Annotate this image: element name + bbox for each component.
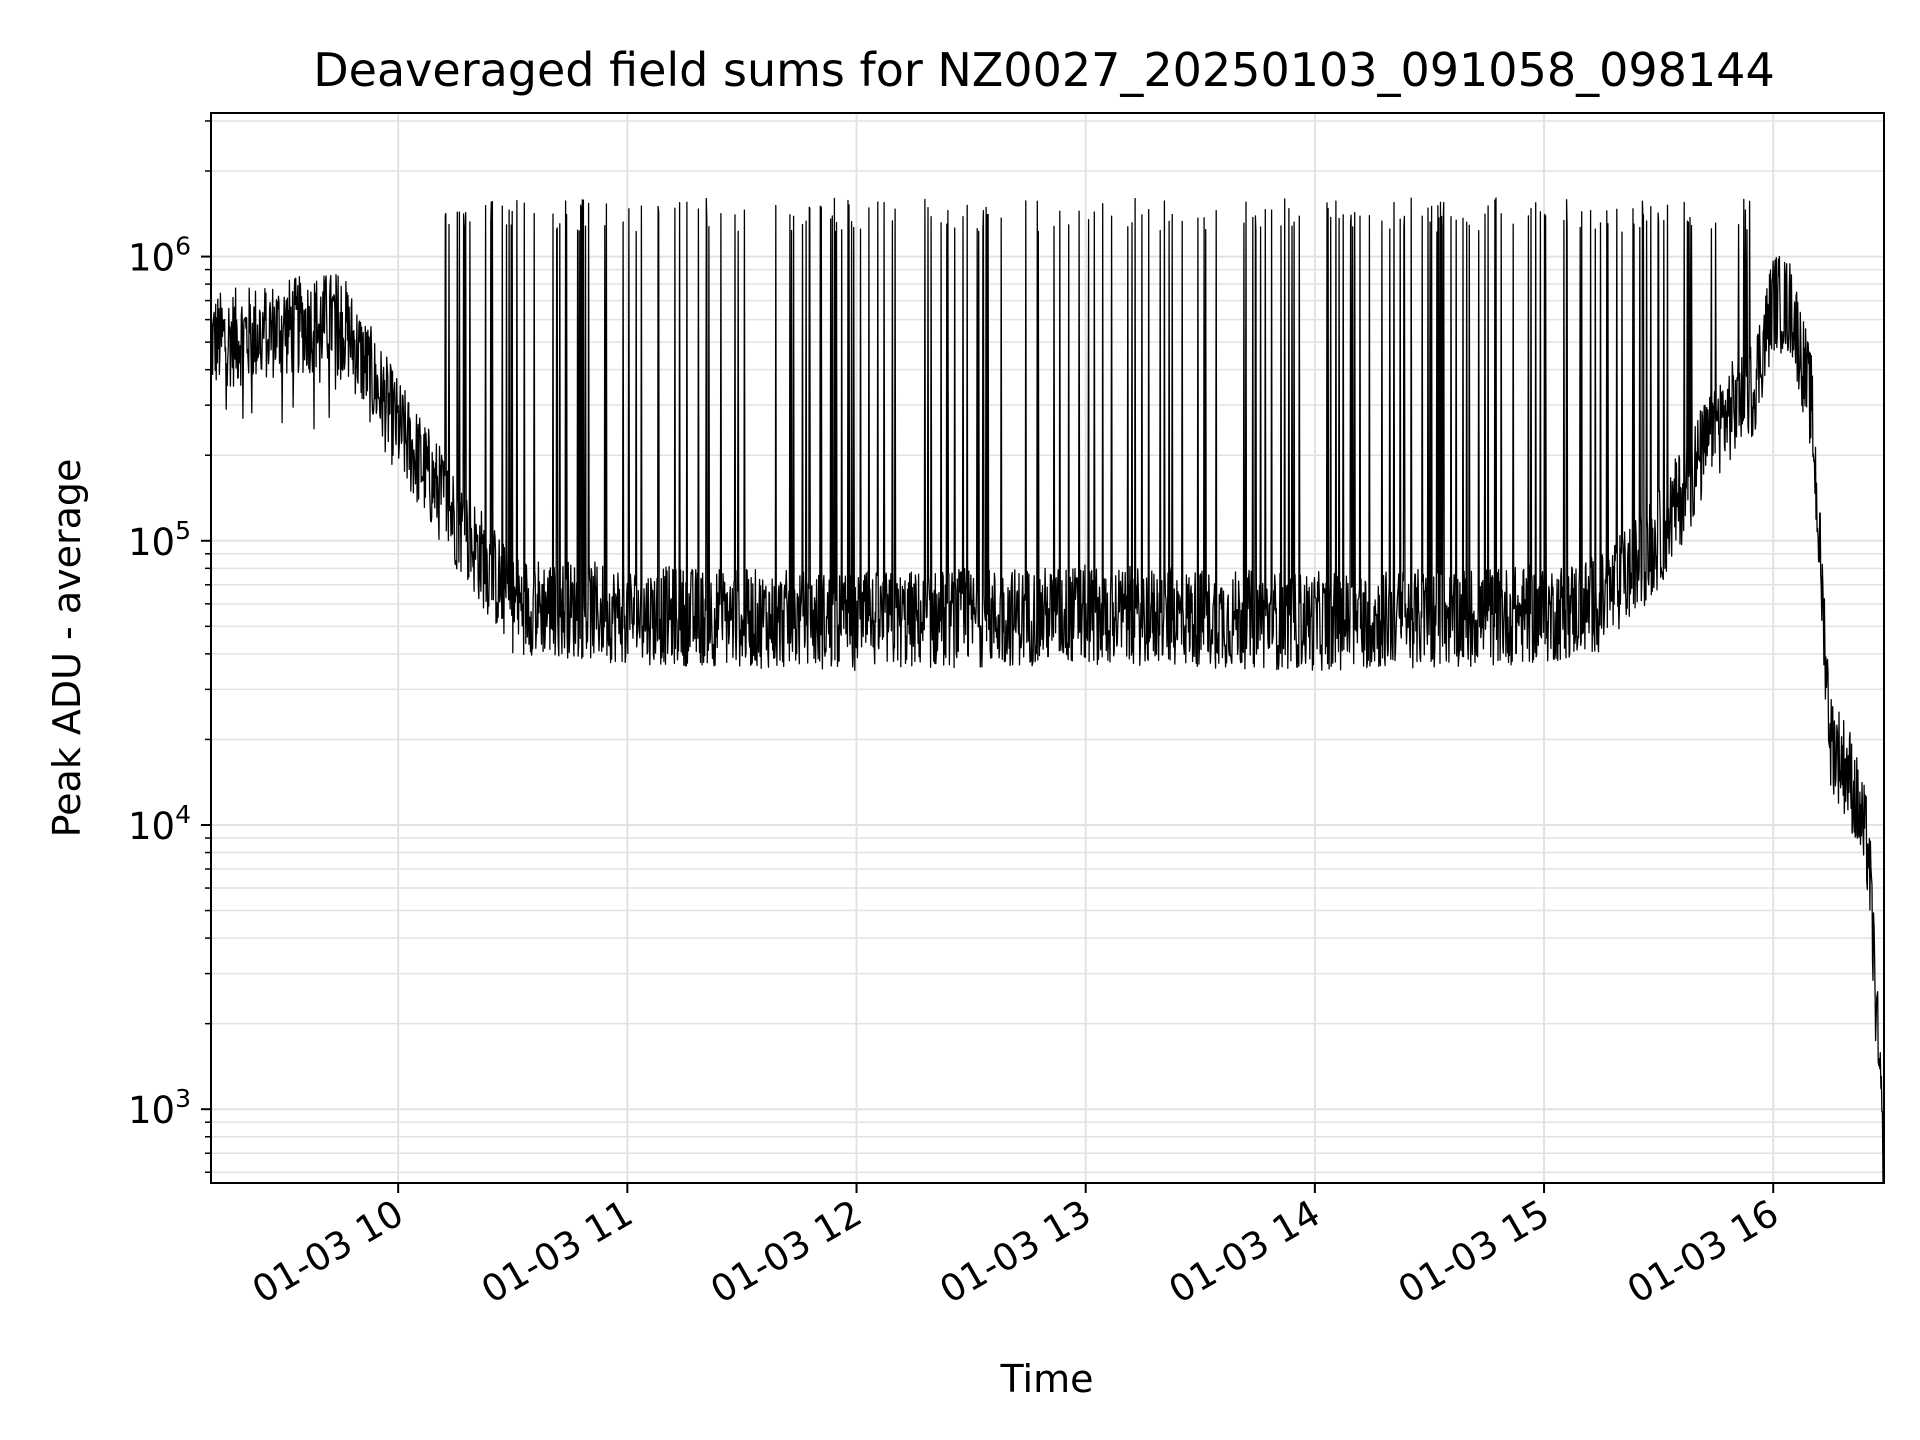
x-tick-label: 01-03 12: [703, 1192, 869, 1312]
grid: [211, 113, 1884, 1183]
x-tick-label: 01-03 15: [1391, 1192, 1557, 1312]
x-tick-label: 01-03 10: [245, 1192, 411, 1312]
x-axis: 01-03 10 01-03 11 01-03 12 01-03 13 01-03 14…: [245, 1183, 1786, 1312]
y-axis-label: Peak ADU - average: [45, 459, 89, 838]
series-line: [210, 197, 1885, 1184]
plot-frame: [210, 112, 1885, 1184]
y-tick-label: 105: [128, 516, 191, 564]
y-tick-label: 104: [128, 800, 191, 848]
x-tick-label: 01-03 16: [1620, 1192, 1786, 1312]
y-tick-label: 103: [128, 1084, 191, 1132]
x-tick-label: 01-03 14: [1162, 1192, 1328, 1312]
chart-title: Deaveraged field sums for NZ0027_2025010…: [313, 43, 1774, 97]
series-layer: [210, 197, 1885, 1184]
x-tick-label: 01-03 11: [474, 1192, 640, 1312]
x-tick-label: 01-03 13: [933, 1192, 1099, 1312]
y-tick-label: 106: [128, 232, 191, 280]
y-axis: 103 104 105 106: [128, 120, 211, 1174]
x-axis-label: Time: [1000, 1357, 1094, 1401]
